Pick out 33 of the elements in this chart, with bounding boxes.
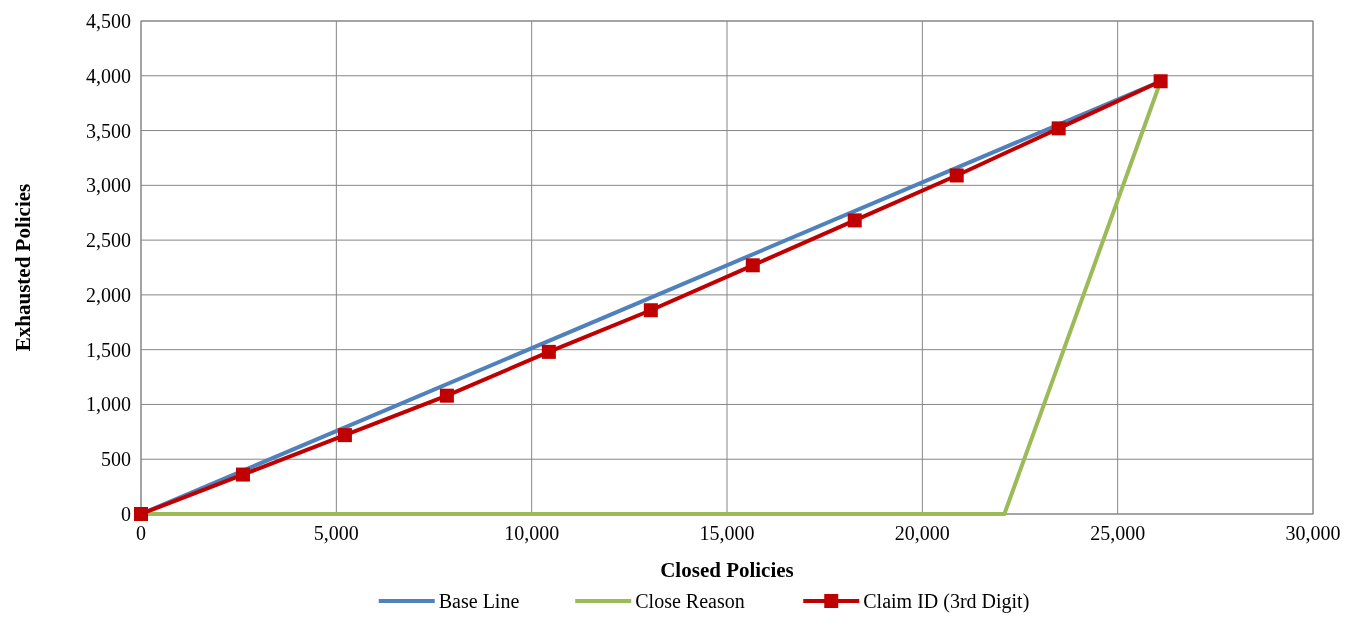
point <box>1051 121 1066 136</box>
y-tick-label: 0 <box>121 503 131 525</box>
y-tick-label: 3,000 <box>86 174 131 197</box>
x-tick-label: 5,000 <box>313 522 359 544</box>
point <box>235 467 250 482</box>
legend-label: Close Reason <box>635 590 745 612</box>
point <box>949 168 964 183</box>
legend-label: Claim ID (3rd Digit) <box>863 590 1030 613</box>
point <box>337 428 352 443</box>
x-axis-title: Closed Policies <box>660 558 794 582</box>
point <box>134 507 148 521</box>
x-tick-label: 20,000 <box>894 522 950 544</box>
y-tick-label: 4,000 <box>86 64 131 87</box>
y-tick-label: 2,000 <box>86 283 131 306</box>
point <box>745 258 760 273</box>
point <box>847 213 862 228</box>
y-tick-label: 500 <box>101 448 131 471</box>
y-tick-label: 1,000 <box>86 393 131 416</box>
point <box>439 388 454 403</box>
y-tick-label: 4,500 <box>86 10 131 32</box>
y-tick-label: 2,500 <box>86 229 131 252</box>
x-tick-label: 10,000 <box>504 522 560 544</box>
y-tick-label: 1,500 <box>86 338 131 361</box>
x-tick-label: 15,000 <box>699 522 755 544</box>
legend-label: Base Line <box>438 590 520 612</box>
x-tick-label: 25,000 <box>1090 522 1146 544</box>
x-tick-label: 30,000 <box>1285 522 1341 544</box>
point <box>541 344 556 359</box>
point <box>1153 74 1168 89</box>
point <box>643 303 658 318</box>
y-axis-title: Exhausted Policies <box>11 183 35 352</box>
x-tick-label: 0 <box>136 522 146 544</box>
y-tick-label: 3,500 <box>86 119 131 142</box>
